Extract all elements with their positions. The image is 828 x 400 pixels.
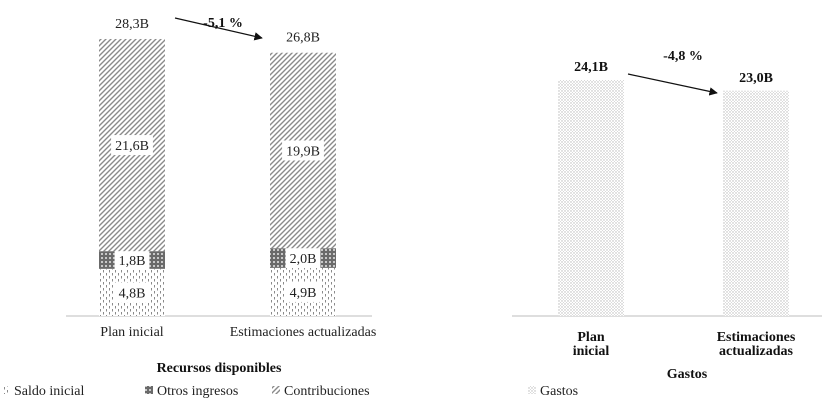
data-label-0-0-box <box>114 282 150 303</box>
legend-swatch-0 <box>2 386 10 394</box>
bar-gastos-0 <box>558 80 624 316</box>
change-arrow <box>627 73 718 96</box>
change-arrow <box>174 17 263 41</box>
data-label-0-1: 23,0B <box>739 71 773 86</box>
data-label-1-1-box <box>285 248 321 269</box>
chart-title: Gastos <box>667 367 708 382</box>
tick-label-1-0: Estimaciones <box>717 330 796 345</box>
data-label-2-0-box <box>111 135 153 156</box>
data-label-1-1: 2,0B <box>290 252 317 267</box>
chart-title: Recursos disponibles <box>157 361 282 376</box>
legend-label-0: Gastos <box>540 384 578 399</box>
data-label-0-0: 4,8B <box>119 286 146 301</box>
data-label-1-0: 1,8B <box>119 254 146 269</box>
tick-label-1-1: actualizadas <box>719 344 793 359</box>
tick-label-0-1: inicial <box>573 344 610 359</box>
change-label: -4,8 % <box>663 49 703 64</box>
tick-label-1: Estimaciones actualizadas <box>230 325 377 340</box>
data-label-0-1-box <box>285 281 321 302</box>
legend-swatch-1 <box>145 386 153 394</box>
legend-label-0: Saldo inicial <box>14 384 84 399</box>
data-label-2-0: 21,6B <box>115 139 149 154</box>
tick-label-0-0: Plan <box>577 330 604 345</box>
data-label-0-1: 4,9B <box>290 286 317 301</box>
data-label-1-0-box <box>114 250 150 271</box>
tick-label-0: Plan inicial <box>100 325 163 340</box>
data-label-2-1-box <box>282 140 324 161</box>
change-label: -5,1 % <box>203 16 243 31</box>
total-label-0: 28,3B <box>115 17 149 32</box>
data-label-2-1: 19,9B <box>286 144 320 159</box>
bar-gastos-1 <box>723 90 789 316</box>
legend-swatch-0 <box>528 386 536 394</box>
data-label-0-0: 24,1B <box>574 60 608 75</box>
legend-swatch-2 <box>272 386 280 394</box>
legend-label-2: Contribuciones <box>284 384 370 399</box>
panel-recursos: 4,8B 1,8B 21,6B 28,3B Plan inicial 4,9B 2,0B 19… <box>2 16 376 399</box>
legend-label-1: Otros ingresos <box>157 384 238 399</box>
total-label-1: 26,8B <box>286 31 320 46</box>
